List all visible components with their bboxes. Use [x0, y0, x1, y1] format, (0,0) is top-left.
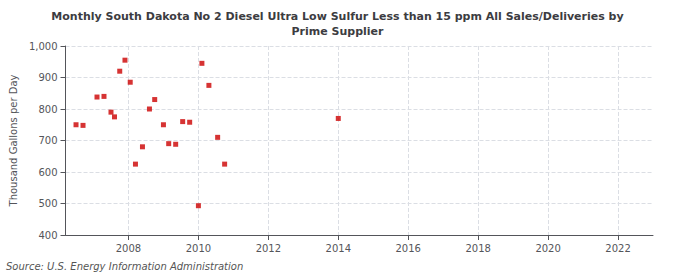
svg-text:600: 600: [38, 167, 57, 178]
svg-text:2022: 2022: [605, 243, 630, 254]
svg-text:800: 800: [38, 104, 57, 115]
svg-text:400: 400: [38, 230, 57, 241]
svg-text:2020: 2020: [535, 243, 560, 254]
svg-text:Source: U.S. Energy Informatio: Source: U.S. Energy Information Administ…: [6, 261, 243, 272]
svg-text:1,000: 1,000: [29, 41, 58, 52]
svg-text:2008: 2008: [116, 243, 141, 254]
svg-text:500: 500: [38, 198, 57, 209]
svg-text:2010: 2010: [186, 243, 211, 254]
svg-text:2012: 2012: [256, 243, 281, 254]
svg-text:700: 700: [38, 135, 57, 146]
svg-text:900: 900: [38, 72, 57, 83]
svg-text:Prime Supplier: Prime Supplier: [292, 25, 385, 38]
svg-text:2016: 2016: [395, 243, 420, 254]
svg-text:Thousand Gallons per Day: Thousand Gallons per Day: [8, 74, 19, 207]
svg-text:Monthly South Dakota No 2 Dies: Monthly South Dakota No 2 Diesel Ultra L…: [51, 10, 623, 23]
svg-text:2018: 2018: [465, 243, 490, 254]
svg-text:2014: 2014: [326, 243, 351, 254]
